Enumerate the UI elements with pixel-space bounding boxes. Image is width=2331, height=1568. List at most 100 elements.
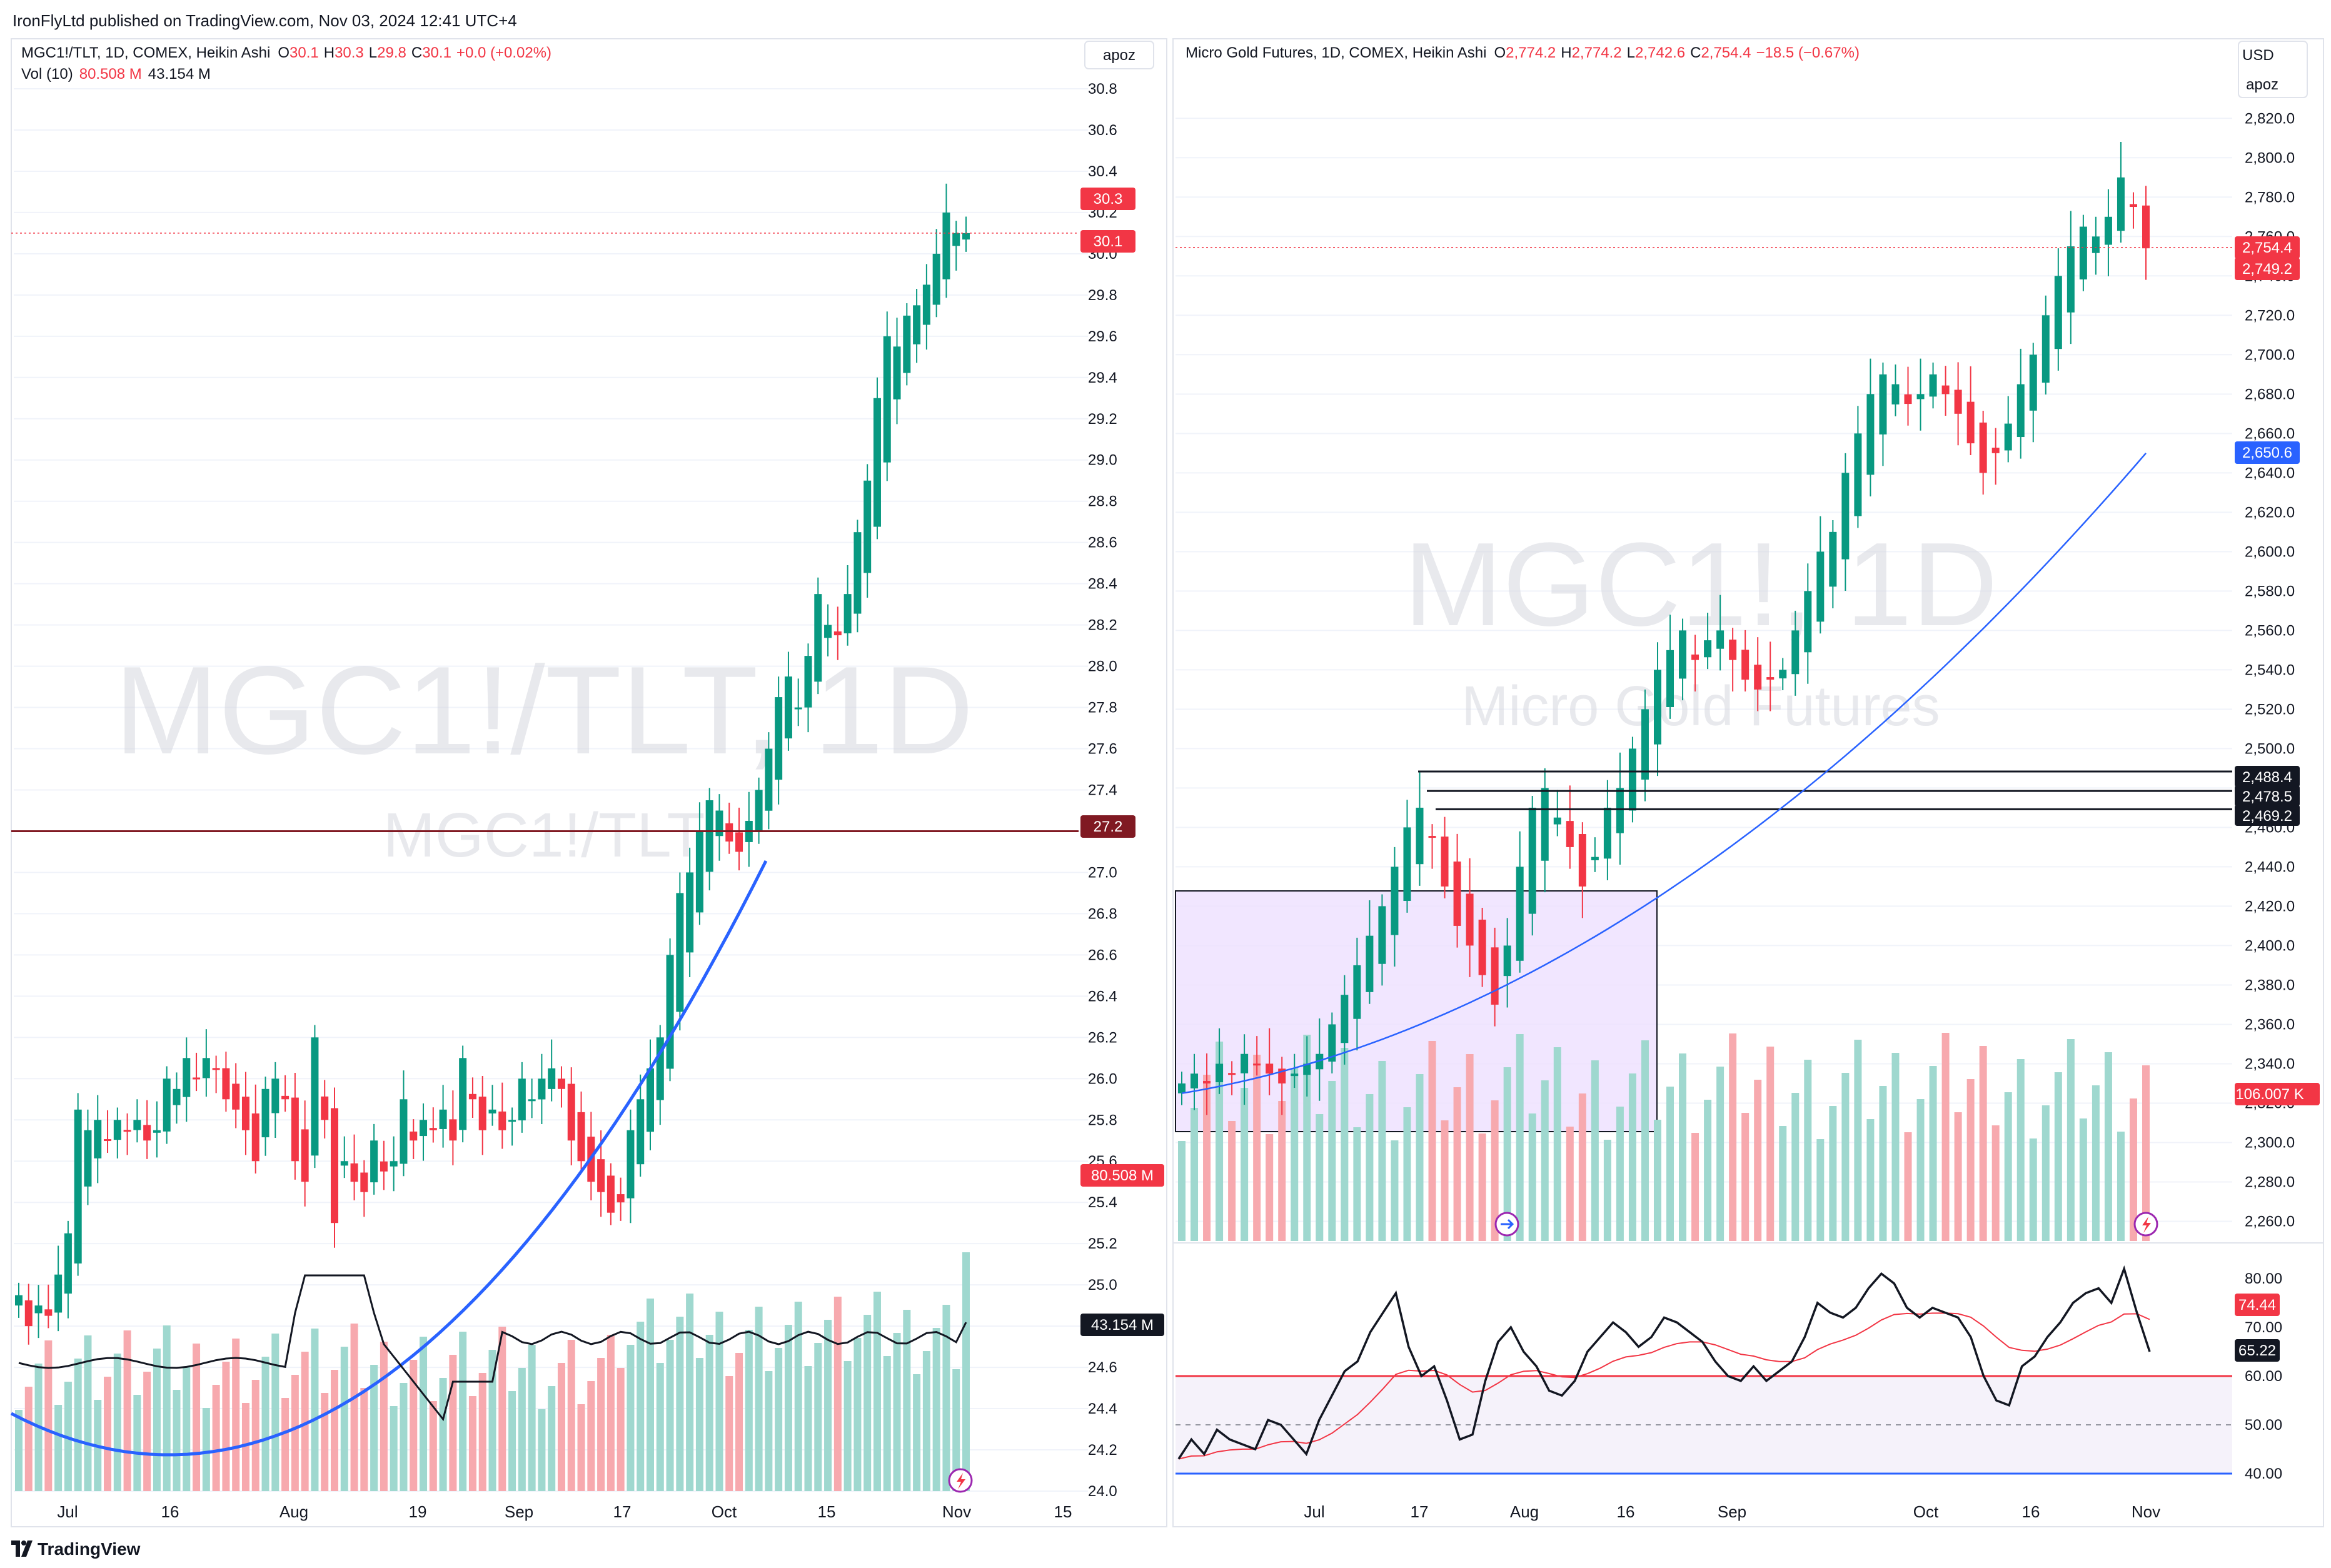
left-candle[interactable] <box>893 346 901 400</box>
left-candle[interactable] <box>567 1083 575 1141</box>
right-candle[interactable] <box>1954 389 1962 414</box>
right-candle[interactable] <box>1866 394 1875 475</box>
right-candle[interactable] <box>1228 1073 1236 1075</box>
left-candle[interactable] <box>952 233 960 246</box>
left-candle[interactable] <box>922 284 930 325</box>
left-candle[interactable] <box>15 1295 23 1306</box>
right-candle[interactable] <box>1478 919 1486 975</box>
left-candle[interactable] <box>883 336 891 463</box>
left-candle[interactable] <box>784 676 792 739</box>
left-candle[interactable] <box>34 1305 43 1314</box>
left-candle[interactable] <box>420 1120 428 1137</box>
left-candle[interactable] <box>814 594 822 682</box>
left-candle[interactable] <box>173 1088 181 1105</box>
right-event-icon[interactable] <box>1494 1212 1519 1237</box>
right-candle[interactable] <box>1729 640 1737 660</box>
left-candle[interactable] <box>400 1099 408 1164</box>
right-scale-mode-button[interactable] <box>2238 41 2308 98</box>
left-candle[interactable] <box>676 893 684 1012</box>
right-candle[interactable] <box>1879 374 1887 435</box>
left-candle[interactable] <box>271 1078 279 1113</box>
right-candle[interactable] <box>1679 630 1687 679</box>
right-candle[interactable] <box>1541 788 1549 861</box>
left-candle[interactable] <box>24 1300 33 1327</box>
left-candle[interactable] <box>44 1309 53 1316</box>
right-candle[interactable] <box>1566 821 1574 847</box>
left-candle[interactable] <box>607 1175 615 1213</box>
right-candle[interactable] <box>1779 670 1787 679</box>
left-scale-mode-button[interactable] <box>1084 41 1154 69</box>
left-candle[interactable] <box>74 1109 82 1264</box>
left-candle[interactable] <box>261 1088 269 1138</box>
right-candle[interactable] <box>1966 401 1975 444</box>
left-candle[interactable] <box>735 832 743 852</box>
left-candle[interactable] <box>212 1068 220 1070</box>
left-candle[interactable] <box>725 823 733 842</box>
left-candle[interactable] <box>468 1093 476 1100</box>
left-candle[interactable] <box>538 1078 546 1100</box>
left-candle[interactable] <box>429 1128 437 1130</box>
left-candle[interactable] <box>498 1111 506 1130</box>
left-candle[interactable] <box>241 1097 249 1130</box>
right-candle[interactable] <box>2029 354 2037 411</box>
left-candle[interactable] <box>133 1120 141 1130</box>
right-candle[interactable] <box>1628 748 1636 811</box>
right-candle[interactable] <box>1316 1053 1324 1070</box>
right-candle[interactable] <box>1266 1063 1274 1074</box>
left-candle[interactable] <box>390 1161 398 1167</box>
left-candle[interactable] <box>557 1078 565 1089</box>
left-candle[interactable] <box>932 253 940 305</box>
right-candle[interactable] <box>1766 677 1775 680</box>
right-candle[interactable] <box>2092 236 2100 253</box>
right-candle[interactable] <box>1979 422 1987 473</box>
left-candle[interactable] <box>528 1099 536 1102</box>
left-candle[interactable] <box>281 1095 289 1100</box>
left-candle[interactable] <box>360 1172 368 1192</box>
right-lightning-icon[interactable] <box>2133 1212 2158 1237</box>
left-candle[interactable] <box>843 594 852 634</box>
left-candle[interactable] <box>153 1130 161 1133</box>
left-candle[interactable] <box>193 1077 201 1080</box>
left-candle[interactable] <box>577 1112 585 1162</box>
right-candle[interactable] <box>1428 836 1436 838</box>
right-candle[interactable] <box>1191 1073 1199 1088</box>
left-candle[interactable] <box>804 656 812 708</box>
left-candle[interactable] <box>548 1068 556 1089</box>
right-candle[interactable] <box>1391 867 1399 935</box>
charts-canvas[interactable]: MGC1!/TLT, 1D MGC1!/TLT MGC1!, 1D Micro … <box>0 0 2331 1530</box>
right-candle[interactable] <box>1929 374 1937 397</box>
right-candle[interactable] <box>1991 448 2000 453</box>
right-candle[interactable] <box>1253 1063 1261 1066</box>
right-candle[interactable] <box>1791 630 1800 675</box>
left-candle[interactable] <box>222 1068 230 1100</box>
left-candle[interactable] <box>84 1130 92 1187</box>
right-candle[interactable] <box>1704 640 1712 658</box>
right-candle[interactable] <box>2004 423 2012 451</box>
left-candle[interactable] <box>647 1068 654 1132</box>
left-candle[interactable] <box>478 1097 486 1130</box>
right-candle[interactable] <box>1528 807 1536 914</box>
right-candle[interactable] <box>2104 216 2112 245</box>
left-candle[interactable] <box>202 1058 210 1078</box>
left-candle[interactable] <box>597 1159 605 1192</box>
right-candle[interactable] <box>1491 947 1499 1005</box>
right-candle[interactable] <box>1403 827 1411 902</box>
left-candle[interactable] <box>666 955 674 1069</box>
left-candle[interactable] <box>104 1139 112 1142</box>
right-candle[interactable] <box>1854 433 1862 516</box>
right-candle[interactable] <box>1641 709 1649 780</box>
left-candle[interactable] <box>321 1096 329 1120</box>
right-candle[interactable] <box>2117 177 2125 231</box>
right-candle[interactable] <box>1841 473 1850 560</box>
left-candle[interactable] <box>183 1058 191 1097</box>
right-candle[interactable] <box>1616 788 1624 833</box>
left-candle[interactable] <box>833 631 842 636</box>
right-candle[interactable] <box>1804 591 1812 653</box>
right-candle[interactable] <box>2054 276 2062 349</box>
right-candle[interactable] <box>1341 995 1349 1043</box>
left-candle[interactable] <box>311 1037 319 1156</box>
right-candle[interactable] <box>2042 315 2050 383</box>
left-candle[interactable] <box>350 1163 358 1182</box>
right-candle[interactable] <box>1829 531 1837 587</box>
right-candle[interactable] <box>1603 807 1611 859</box>
